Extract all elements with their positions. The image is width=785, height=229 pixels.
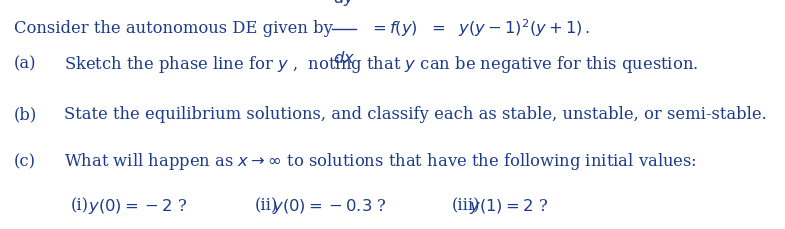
- Text: (b): (b): [14, 106, 38, 123]
- Text: (i): (i): [71, 198, 89, 215]
- Text: (c): (c): [14, 153, 36, 170]
- Text: $y(0) = -2$ ?: $y(0) = -2$ ?: [88, 197, 187, 215]
- Text: (iii): (iii): [451, 198, 480, 215]
- Text: State the equilibrium solutions, and classify each as stable, unstable, or semi-: State the equilibrium solutions, and cla…: [64, 106, 767, 123]
- Text: $y(0) = -0.3$ ?: $y(0) = -0.3$ ?: [272, 197, 387, 215]
- Text: $dy$: $dy$: [333, 0, 355, 8]
- Text: $dx$: $dx$: [333, 50, 355, 67]
- Text: Sketch the phase line for $y$ ,  noting that $y$ can be negative for this questi: Sketch the phase line for $y$ , noting t…: [64, 54, 699, 75]
- Text: (a): (a): [14, 56, 37, 73]
- Text: What will happen as $x \rightarrow \infty$ to solutions that have the following : What will happen as $x \rightarrow \inft…: [64, 151, 697, 172]
- Text: $= f(y)\ \ =\ \ y(y-1)^2(y+1)\,.$: $= f(y)\ \ =\ \ y(y-1)^2(y+1)\,.$: [369, 18, 590, 39]
- Text: (ii): (ii): [255, 198, 279, 215]
- Text: Consider the autonomous DE given by: Consider the autonomous DE given by: [14, 20, 333, 37]
- Text: $y(1) = 2$ ?: $y(1) = 2$ ?: [469, 197, 548, 215]
